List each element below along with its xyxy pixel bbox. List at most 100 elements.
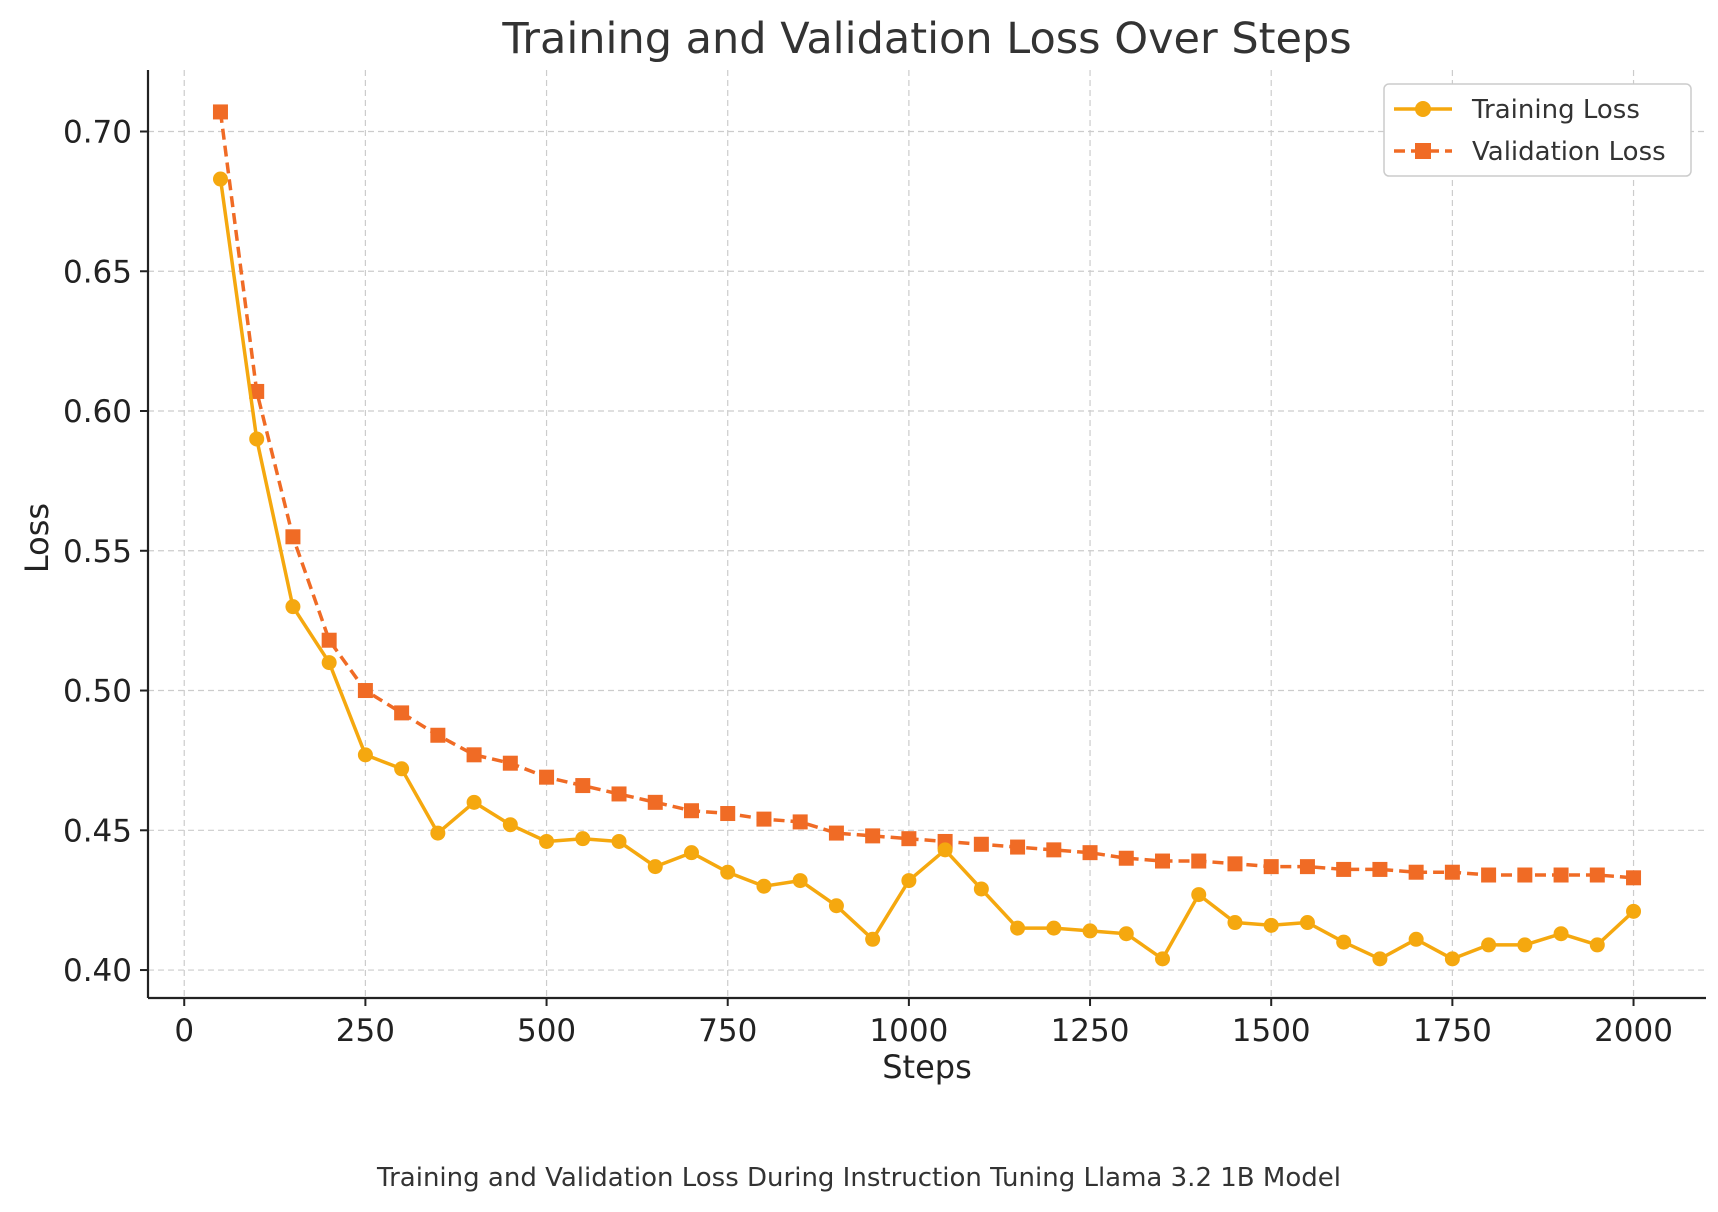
y-tick-label: 0.45: [63, 813, 132, 849]
data-point-validation-loss: [865, 828, 881, 844]
data-point-validation-loss: [1010, 839, 1026, 855]
y-tick-label: 0.55: [63, 534, 132, 570]
data-point-validation-loss: [647, 794, 663, 810]
data-point-validation-loss: [1589, 867, 1605, 883]
data-point-validation-loss: [394, 705, 410, 721]
x-tick-label: 1500: [1232, 1013, 1311, 1049]
legend-marker-validation: [1415, 143, 1431, 159]
x-tick-label: 1250: [1051, 1013, 1130, 1049]
legend: Training Loss Validation Loss: [1383, 83, 1692, 177]
series-training-loss: [212, 171, 1642, 967]
ticks: 0 250 500 750 1000 1250 1500 1750 2000 0.40 0.45 0.…: [63, 114, 1673, 1049]
data-point-training-loss: [394, 761, 410, 777]
data-point-training-loss: [1444, 951, 1460, 967]
data-point-training-loss: [1191, 887, 1207, 903]
data-point-training-loss: [1227, 915, 1243, 931]
data-point-training-loss: [285, 599, 301, 615]
data-point-validation-loss: [1553, 867, 1569, 883]
data-point-training-loss: [1010, 920, 1026, 936]
data-point-training-loss: [1372, 951, 1388, 967]
data-point-validation-loss: [973, 836, 989, 852]
data-point-validation-loss: [683, 803, 699, 819]
data-point-training-loss: [1336, 934, 1352, 950]
data-point-validation-loss: [1444, 864, 1460, 880]
data-point-training-loss: [1046, 920, 1062, 936]
data-point-training-loss: [865, 931, 881, 947]
data-point-validation-loss: [321, 632, 337, 648]
data-point-training-loss: [973, 881, 989, 897]
data-point-validation-loss: [828, 825, 844, 841]
data-point-training-loss: [1626, 903, 1642, 919]
series: [212, 104, 1642, 967]
data-point-validation-loss: [756, 811, 772, 827]
data-point-validation-loss: [1517, 867, 1533, 883]
data-point-training-loss: [502, 817, 518, 833]
data-point-training-loss: [1299, 915, 1315, 931]
x-tick-label: 0: [174, 1013, 194, 1049]
data-point-validation-loss: [720, 806, 736, 822]
data-point-training-loss: [792, 873, 808, 889]
data-point-training-loss: [430, 825, 446, 841]
data-point-validation-loss: [357, 683, 373, 699]
data-point-training-loss: [1155, 951, 1171, 967]
data-point-validation-loss: [901, 831, 917, 847]
data-point-training-loss: [1082, 923, 1098, 939]
data-point-validation-loss: [1263, 859, 1279, 875]
data-point-training-loss: [539, 833, 555, 849]
data-point-training-loss: [683, 845, 699, 861]
data-point-validation-loss: [1626, 870, 1642, 886]
data-point-training-loss: [1517, 937, 1533, 953]
y-tick-label: 0.65: [63, 254, 132, 290]
series-validation-loss: [212, 104, 1642, 886]
data-point-validation-loss: [1481, 867, 1497, 883]
legend-marker-training: [1415, 101, 1431, 117]
axes: [146, 70, 1706, 1000]
chart-title: Training and Validation Loss Over Steps: [501, 14, 1351, 64]
x-tick-label: 750: [698, 1013, 757, 1049]
y-tick-label: 0.50: [63, 674, 132, 710]
data-point-validation-loss: [1046, 842, 1062, 858]
data-point-validation-loss: [1408, 864, 1424, 880]
data-point-validation-loss: [249, 383, 265, 399]
data-point-training-loss: [901, 873, 917, 889]
x-tick-label: 1000: [869, 1013, 948, 1049]
data-point-validation-loss: [792, 814, 808, 830]
data-point-training-loss: [1263, 917, 1279, 933]
data-point-validation-loss: [1227, 856, 1243, 872]
x-tick-label: 250: [336, 1013, 395, 1049]
data-point-training-loss: [720, 864, 736, 880]
data-point-training-loss: [249, 431, 265, 447]
data-point-validation-loss: [611, 786, 627, 802]
x-tick-label: 2000: [1594, 1013, 1673, 1049]
legend-label-training: Training Loss: [1471, 95, 1640, 125]
data-point-validation-loss: [430, 727, 446, 743]
legend-label-validation: Validation Loss: [1472, 137, 1666, 167]
data-point-validation-loss: [1082, 845, 1098, 861]
y-tick-label: 0.40: [63, 953, 132, 989]
data-point-validation-loss: [1191, 853, 1207, 869]
data-point-validation-loss: [539, 769, 555, 785]
data-point-validation-loss: [1336, 861, 1352, 877]
y-axis-label: Loss: [18, 503, 56, 573]
data-point-training-loss: [212, 171, 228, 187]
data-point-validation-loss: [1299, 859, 1315, 875]
data-point-training-loss: [1481, 937, 1497, 953]
data-point-validation-loss: [285, 529, 301, 545]
series-line-training-loss: [218, 178, 1635, 961]
data-point-training-loss: [1118, 926, 1134, 942]
y-tick-label: 0.70: [63, 114, 132, 150]
data-point-training-loss: [357, 747, 373, 763]
data-point-training-loss: [647, 859, 663, 875]
data-point-validation-loss: [1372, 861, 1388, 877]
data-point-validation-loss: [466, 747, 482, 763]
data-point-training-loss: [321, 655, 337, 671]
data-point-training-loss: [828, 898, 844, 914]
legend-box: [1383, 83, 1692, 177]
data-point-training-loss: [756, 878, 772, 894]
data-point-training-loss: [937, 842, 953, 858]
data-point-training-loss: [1553, 926, 1569, 942]
data-point-training-loss: [611, 833, 627, 849]
data-point-validation-loss: [212, 104, 228, 120]
series-line-validation-loss: [218, 111, 1634, 880]
